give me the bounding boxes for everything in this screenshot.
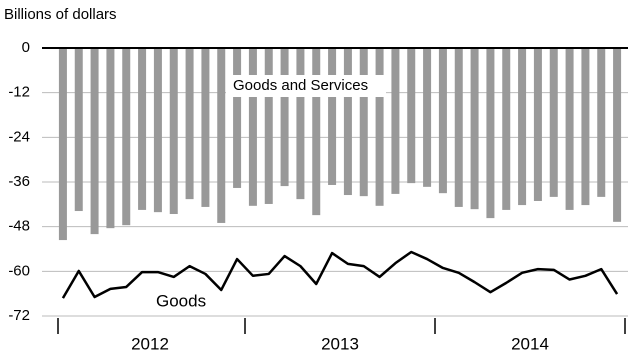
x-year-label: 2012 xyxy=(131,334,169,353)
bar xyxy=(407,48,416,184)
y-tick-label: -24 xyxy=(8,128,30,145)
series-label: Goods xyxy=(156,291,206,310)
bar xyxy=(138,48,147,210)
bar xyxy=(264,48,273,204)
bar xyxy=(502,48,511,210)
y-tick-label: -12 xyxy=(8,84,30,101)
bar xyxy=(597,48,606,197)
bar xyxy=(454,48,463,207)
bar xyxy=(280,48,289,187)
bar xyxy=(312,48,321,216)
bar xyxy=(296,48,305,200)
bar xyxy=(518,48,527,206)
bar xyxy=(233,48,242,188)
bar xyxy=(486,48,495,219)
bar xyxy=(122,48,131,226)
bar xyxy=(533,48,542,201)
y-tick-label: -72 xyxy=(8,307,30,324)
bar xyxy=(74,48,83,212)
y-axis-label: Billions of dollars xyxy=(4,6,117,23)
bar xyxy=(581,48,590,206)
bar xyxy=(391,48,400,194)
bar xyxy=(359,48,368,197)
bar xyxy=(217,48,226,223)
bar xyxy=(438,48,447,194)
bar xyxy=(58,48,67,241)
label-background xyxy=(226,75,386,97)
y-tick-label: -60 xyxy=(8,262,30,279)
bar xyxy=(328,48,337,185)
x-year-label: 2013 xyxy=(321,334,359,353)
bar xyxy=(90,48,99,235)
bar xyxy=(343,48,352,196)
bar xyxy=(201,48,210,207)
bar xyxy=(549,48,558,197)
bar xyxy=(423,48,432,187)
bar xyxy=(248,48,257,206)
bar xyxy=(106,48,115,229)
bar xyxy=(375,48,384,206)
bar xyxy=(169,48,178,215)
y-tick-label: -36 xyxy=(8,173,30,190)
x-year-label: 2014 xyxy=(511,334,549,353)
bar xyxy=(565,48,574,210)
bar xyxy=(185,48,194,200)
y-tick-label: 0 xyxy=(22,39,30,56)
bar xyxy=(470,48,479,210)
line xyxy=(61,250,619,299)
bar xyxy=(613,48,622,222)
bar xyxy=(153,48,162,213)
y-tick-label: -48 xyxy=(8,218,30,235)
series-label: Goods and Services xyxy=(233,77,368,94)
